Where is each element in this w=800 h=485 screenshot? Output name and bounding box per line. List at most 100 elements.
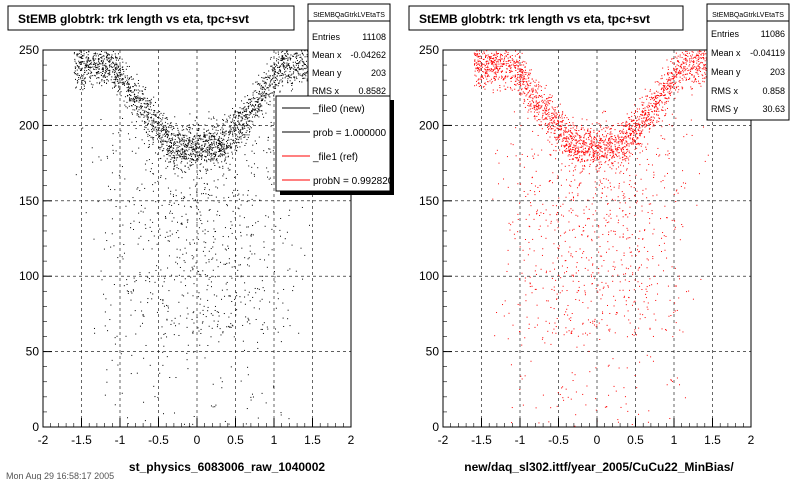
data-point [99, 83, 100, 84]
data-point [632, 334, 633, 335]
data-point [664, 235, 665, 236]
data-point [256, 92, 257, 93]
data-point [192, 267, 193, 268]
data-point [678, 297, 679, 298]
data-point [663, 110, 664, 111]
data-point [235, 248, 236, 249]
data-point [552, 123, 553, 124]
data-point [611, 230, 612, 231]
data-point [483, 78, 484, 79]
data-point [95, 53, 96, 54]
data-point [81, 54, 82, 55]
data-point [169, 241, 170, 242]
data-point [599, 185, 600, 186]
data-point [178, 135, 179, 136]
data-point [637, 123, 638, 124]
data-point [525, 74, 526, 75]
data-point [526, 219, 527, 220]
data-point [184, 140, 185, 141]
data-point [697, 60, 698, 61]
data-point [190, 158, 191, 159]
data-point [486, 67, 487, 68]
data-point [97, 67, 98, 68]
data-point [528, 328, 529, 329]
data-point [82, 78, 83, 79]
data-point [284, 58, 285, 59]
data-point [92, 87, 93, 88]
data-point [498, 61, 499, 62]
data-point [155, 127, 156, 128]
data-point [689, 60, 690, 61]
data-point [705, 74, 706, 75]
data-point [579, 155, 580, 156]
data-point [176, 135, 177, 136]
data-point [145, 87, 146, 88]
data-point [96, 73, 97, 74]
data-point [101, 58, 102, 59]
data-point [552, 117, 553, 118]
data-point [219, 149, 220, 150]
data-point [600, 180, 601, 181]
data-point [245, 125, 246, 126]
data-point [598, 252, 599, 253]
data-point [535, 110, 536, 111]
data-point [159, 128, 160, 129]
data-point [161, 142, 162, 143]
data-point [608, 146, 609, 147]
data-point [494, 55, 495, 56]
data-point [277, 72, 278, 73]
data-point [198, 239, 199, 240]
data-point [562, 118, 563, 119]
data-point [234, 120, 235, 121]
data-point [166, 127, 167, 128]
data-point [656, 101, 657, 102]
data-point [93, 64, 94, 65]
data-point [281, 75, 282, 76]
data-point [699, 53, 700, 54]
data-point [116, 77, 117, 78]
data-point [189, 169, 190, 170]
data-point [490, 60, 491, 61]
data-point [218, 130, 219, 131]
data-point [581, 152, 582, 153]
data-point [273, 77, 274, 78]
data-point [602, 188, 603, 189]
data-point [223, 129, 224, 130]
data-point [608, 216, 609, 217]
data-point [130, 223, 131, 224]
data-point [613, 153, 614, 154]
data-point [261, 110, 262, 111]
data-point [199, 144, 200, 145]
data-point [249, 117, 250, 118]
data-point [649, 131, 650, 132]
data-point [264, 91, 265, 92]
data-point [569, 185, 570, 186]
data-point [561, 163, 562, 164]
data-point [284, 69, 285, 70]
data-point [84, 86, 85, 87]
data-point [221, 144, 222, 145]
data-point [159, 135, 160, 136]
data-point [222, 140, 223, 141]
data-point [572, 210, 573, 211]
data-point [610, 152, 611, 153]
data-point [599, 323, 600, 324]
data-point [562, 151, 563, 152]
data-point [127, 75, 128, 76]
data-point [188, 167, 189, 168]
data-point [223, 151, 224, 152]
data-point [283, 68, 284, 69]
data-point [263, 87, 264, 88]
data-point [266, 103, 267, 104]
data-point [198, 148, 199, 149]
data-point [161, 175, 162, 176]
data-point [168, 127, 169, 128]
data-point [287, 270, 288, 271]
data-point [200, 299, 201, 300]
data-point [168, 188, 169, 189]
data-point [249, 292, 250, 293]
data-point [559, 126, 560, 127]
data-point [157, 154, 158, 155]
data-point [177, 263, 178, 264]
data-point [578, 147, 579, 148]
